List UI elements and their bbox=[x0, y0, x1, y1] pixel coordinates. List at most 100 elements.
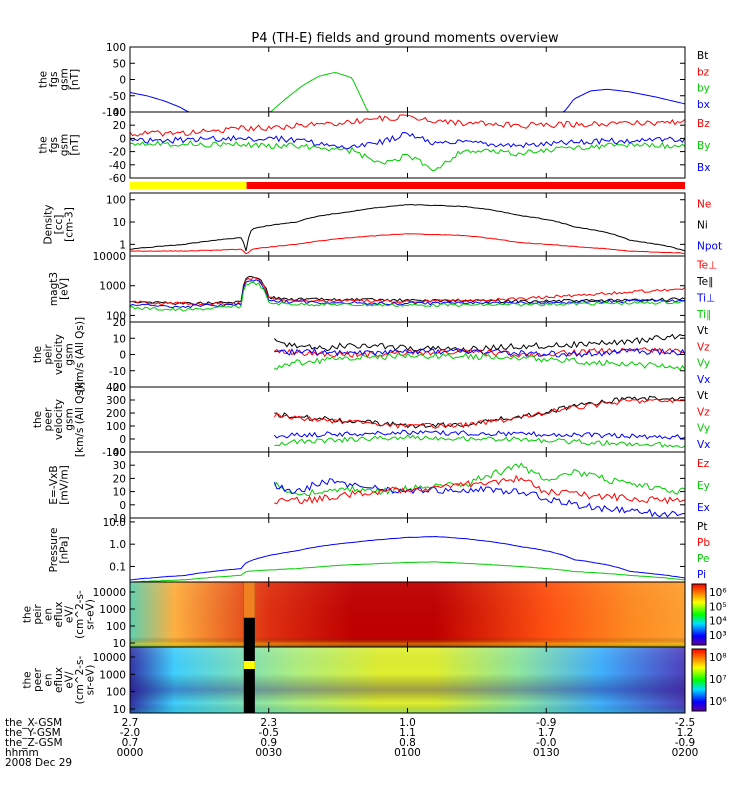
footer-tick-label: 0200 bbox=[672, 747, 699, 759]
panel-4-legend-Vt: Vt bbox=[697, 325, 708, 337]
panel-8-ylabel-line: (cm^2-s- bbox=[74, 590, 86, 639]
panel-8-ylabel-line: sr-eV) bbox=[85, 599, 97, 630]
panel-6-ytick-label: 40 bbox=[113, 447, 126, 459]
panel-0-ylabel-line: gsm bbox=[58, 68, 70, 90]
panel-1-ytick-label: -40 bbox=[109, 160, 126, 172]
panel-7-ylabel-line: Pressure bbox=[48, 528, 60, 573]
panel-5-ytick-label: 0 bbox=[119, 434, 126, 446]
footer-tick-label: 1.7 bbox=[538, 727, 555, 739]
footer-tick-label: -2.0 bbox=[120, 727, 141, 739]
panel-7-ytick-label: 10.0 bbox=[103, 517, 126, 529]
panel-5-series-3 bbox=[274, 434, 685, 449]
panel-1-legend-Bx: Bx bbox=[697, 162, 710, 174]
panel-0-frame bbox=[129, 46, 686, 113]
panel-5-ylabel-line: [km/s (All Qs)] bbox=[74, 382, 86, 457]
panel-8-ylabel-line: eflux bbox=[53, 602, 65, 628]
panel-2-ytick-label: 1 bbox=[119, 239, 126, 251]
panel-3-ytick-label: 100 bbox=[106, 310, 126, 322]
panel-0-ytick-label: -50 bbox=[109, 91, 126, 103]
panel-7-legend-Pi: Pi bbox=[697, 569, 706, 581]
panel-8-ytick-label: 1000 bbox=[99, 604, 126, 616]
footer-tick-label: 2.7 bbox=[122, 717, 139, 729]
panel-4-legend-Vx: Vx bbox=[697, 374, 710, 386]
panel-3-ytick-label: 1000 bbox=[99, 281, 126, 293]
panel-6-ylabel-line: E=-VxB bbox=[48, 465, 60, 504]
panel-9-ylabel-line: (cm^2-s- bbox=[74, 655, 86, 704]
panel-3-ylabel: magt3[eV] bbox=[48, 272, 71, 306]
panel-4-legend-Vz: Vz bbox=[697, 341, 710, 353]
panel-3-ylabel-line: [eV] bbox=[58, 278, 70, 300]
panel-6-legend-Ex: Ex bbox=[697, 502, 710, 514]
panel-8-ytick-label: 10 bbox=[113, 638, 126, 650]
panel-9-ylabel-line: eflux bbox=[53, 667, 65, 693]
panel-0-legend-bx: bx bbox=[697, 99, 710, 111]
panel-5-ylabel-line: the bbox=[32, 411, 44, 428]
panel-6-series-group bbox=[273, 462, 685, 518]
panel-1-ylabel-line: [nT] bbox=[69, 134, 81, 155]
panel-2-legend-Ni: Ni bbox=[697, 220, 708, 232]
panel-7-ytick-label: 1.0 bbox=[109, 539, 126, 551]
panel-3-legend-Te⊥: Te⊥ bbox=[696, 259, 717, 271]
footer-tick-label: -0.5 bbox=[259, 727, 280, 739]
footer-tick-label: 0000 bbox=[117, 747, 144, 759]
panel-2-ylabel: Density[cc][cm-3] bbox=[43, 205, 76, 245]
panel-2-frame bbox=[129, 192, 686, 257]
footer-tick-label: 0130 bbox=[533, 747, 560, 759]
panels: 100500-50-100thefgsgsm[nT]Btbzbybx40200-… bbox=[22, 42, 727, 716]
panel-6-series-2 bbox=[274, 474, 685, 505]
panel-1-ytick-label: 0 bbox=[119, 133, 126, 145]
status-bar-yellow bbox=[130, 182, 247, 189]
panel-5-legend-Vx: Vx bbox=[697, 439, 710, 451]
panel-2-ylabel-line: [cm-3] bbox=[64, 207, 76, 242]
panel-8-ytick-label: 100 bbox=[106, 621, 126, 633]
panel-1-ytick-label: 40 bbox=[113, 107, 126, 119]
panel-9-colorbar bbox=[691, 648, 707, 712]
panel-8-ylabel-line: eV/ bbox=[64, 605, 76, 623]
footer-tick-label: 2.3 bbox=[260, 717, 277, 729]
panel-3-ytick-label: 10000 bbox=[93, 251, 126, 263]
panel-1-legend-By: By bbox=[697, 140, 710, 152]
footer-tick-label: 1.0 bbox=[399, 717, 416, 729]
panel-7-ylabel-line: [nPa] bbox=[58, 536, 70, 563]
panel-5-ylabel-line: peer bbox=[43, 407, 55, 432]
panel-9-ytick-label: 10000 bbox=[93, 652, 126, 664]
panel-1-ytick-label: -60 bbox=[109, 173, 126, 185]
panel-9-ylabel-line: the bbox=[22, 671, 34, 688]
footer-row-label: the_Y-GSM bbox=[5, 727, 61, 739]
panel-0-series-0 bbox=[130, 92, 192, 112]
panel-0-ylabel-line: [nT] bbox=[69, 69, 81, 90]
panel-5-ytick-label: -100 bbox=[102, 447, 126, 459]
panel-1-series-1 bbox=[130, 140, 685, 172]
footer-tick-label: 0.7 bbox=[122, 737, 139, 749]
panel-5-ylabel-line: gsm bbox=[64, 408, 76, 430]
panel-4-series-0 bbox=[273, 333, 685, 353]
panel-4-ytick-label: 0 bbox=[119, 350, 126, 362]
panel-4-series-group bbox=[273, 333, 685, 371]
panel-3-legend-Ti∥: Ti∥ bbox=[696, 309, 711, 321]
footer-row-label: the_X-GSM bbox=[5, 717, 62, 729]
panel-5-ylabel-line: velocity bbox=[53, 399, 65, 440]
panel-4-ylabel-line: the bbox=[32, 346, 44, 363]
panel-6-ytick-label: 30 bbox=[113, 460, 126, 472]
panel-5-series-2 bbox=[273, 429, 685, 440]
panel-1-legend-Bz: Bz bbox=[697, 118, 710, 130]
panel-6-ytick-label: 20 bbox=[113, 473, 126, 485]
panel-0-ytick-label: 50 bbox=[113, 58, 126, 70]
panel-9-banding bbox=[130, 647, 685, 713]
panel-6-ylabel-line: [mV/m] bbox=[58, 465, 70, 504]
panel-7-ylabel: Pressure[nPa] bbox=[48, 528, 71, 573]
panel-8-colorbar bbox=[691, 583, 707, 646]
panel-1-ylabel-line: gsm bbox=[58, 134, 70, 156]
panel-5-legend-Vz: Vz bbox=[697, 406, 710, 418]
plot-title: P4 (TH-E) fields and ground moments over… bbox=[251, 31, 559, 46]
panel-3-series-1 bbox=[130, 276, 685, 306]
panel-2-legend-Ne: Ne bbox=[697, 199, 711, 211]
panel-5-series-group bbox=[273, 395, 685, 449]
panel-3-series-3 bbox=[130, 281, 685, 312]
panel-4-series-2 bbox=[274, 347, 685, 358]
